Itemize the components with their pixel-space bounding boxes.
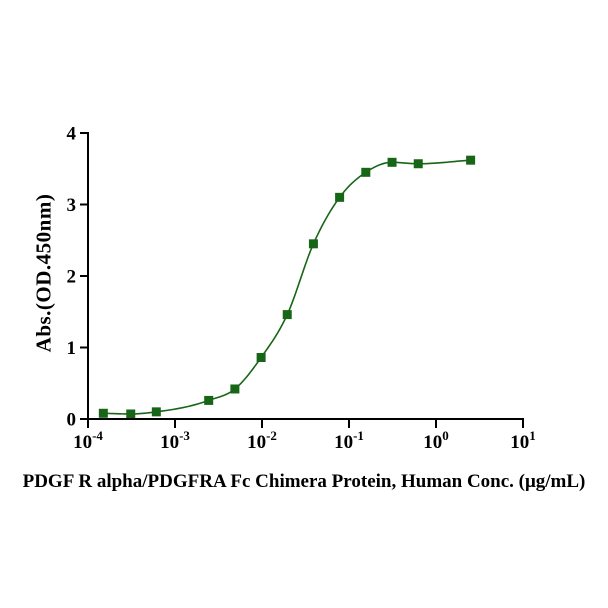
x-tick-label: 100 xyxy=(423,428,449,453)
x-tick-label: 10-2 xyxy=(247,428,277,453)
y-tick-label: 1 xyxy=(67,338,77,359)
data-point-marker xyxy=(230,384,240,394)
data-point-marker xyxy=(335,192,345,202)
data-point-marker xyxy=(151,407,161,417)
data-point-marker xyxy=(126,409,136,419)
fit-curve xyxy=(103,159,471,415)
data-point-marker xyxy=(204,395,214,405)
x-axis-title: PDGF R alpha/PDGFRA Fc Chimera Protein, … xyxy=(22,471,586,492)
y-tick-label: 0 xyxy=(67,410,77,431)
data-point-marker xyxy=(308,239,318,249)
data-point-marker xyxy=(256,353,266,363)
data-point-marker xyxy=(466,155,476,165)
y-tick-label: 3 xyxy=(67,195,77,216)
data-point-marker xyxy=(413,159,423,169)
data-point-marker xyxy=(361,167,371,177)
x-tick-label: 10-1 xyxy=(334,428,364,453)
y-tick-label: 2 xyxy=(67,267,77,288)
x-tick-label: 101 xyxy=(510,428,536,453)
x-tick-label: 10-3 xyxy=(160,428,190,453)
data-point-marker xyxy=(98,408,108,418)
x-tick-label: 10-4 xyxy=(73,428,103,453)
y-tick-label: 4 xyxy=(67,124,77,145)
data-point-marker xyxy=(387,157,397,167)
data-point-marker xyxy=(282,310,292,320)
